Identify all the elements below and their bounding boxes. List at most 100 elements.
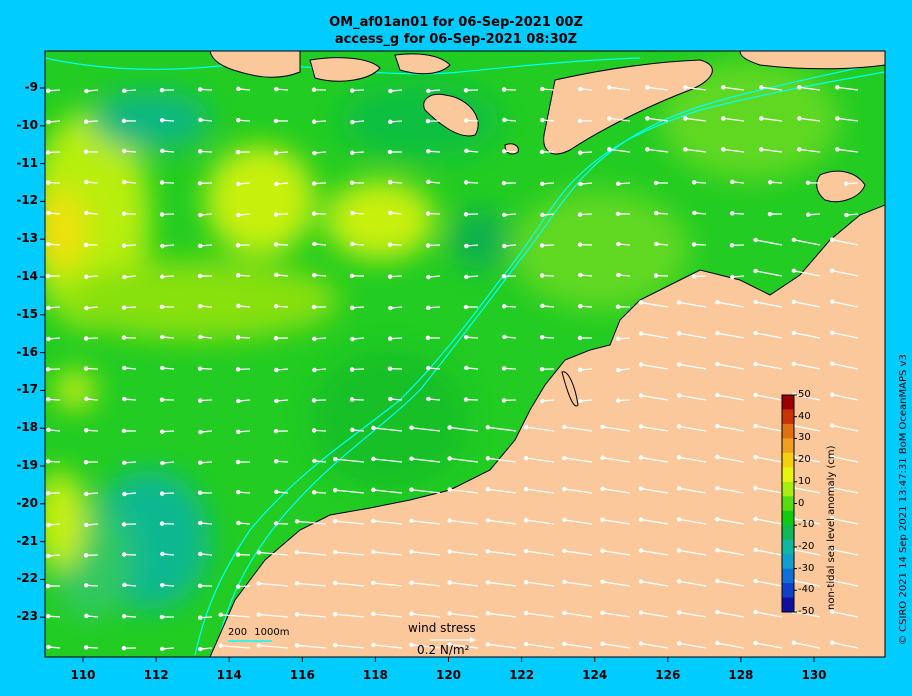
wind-arrow-head (447, 425, 452, 430)
wind-arrow-head (540, 86, 545, 92)
colorbar-tick-label: -20 (798, 540, 815, 552)
wind-arrow-head (523, 610, 529, 616)
wind-arrow (678, 456, 707, 463)
wind-arrow-head (198, 646, 203, 652)
wind-arrow-head (638, 610, 644, 615)
colorbar-segment (782, 554, 794, 570)
wind-arrow-head (540, 212, 545, 218)
wind-arrow-head (121, 428, 127, 434)
wind-arrow-head (729, 243, 735, 248)
depth-legend-200: 200 (228, 627, 248, 638)
colorbar-segment (782, 539, 794, 555)
colorbar-segment (782, 438, 794, 454)
wind-arrow-head (829, 485, 835, 490)
axis-tick-marks (40, 87, 815, 662)
wind-arrow (640, 332, 669, 339)
wind-arrow-head (683, 116, 688, 121)
wind-arrow (602, 488, 631, 494)
latitude-label: -17 (16, 382, 38, 397)
wind-arrow-head (767, 211, 773, 217)
longitude-label: 130 (801, 668, 827, 682)
wind-arrow-head (805, 212, 811, 218)
wind-arrow-head (46, 644, 51, 650)
wind-arrow-head (578, 272, 583, 278)
wind-arrow-head (721, 147, 726, 152)
wind-arrow (602, 457, 631, 463)
wind-arrow-head (676, 610, 682, 615)
wind-arrow (678, 549, 707, 556)
latitude-label: -20 (16, 495, 38, 510)
wind-arrow-head (198, 212, 203, 218)
wind-arrow (564, 550, 593, 556)
land-masses (209, 51, 885, 657)
colorbar-segment (782, 496, 794, 512)
wind-arrow (755, 611, 783, 618)
latitude-label: -22 (16, 571, 38, 586)
wind-arrow (685, 86, 707, 91)
wind-arrow (647, 86, 669, 91)
wind-arrow-head (235, 117, 241, 123)
wind-arrow-head (645, 116, 650, 121)
wind-arrow (526, 426, 555, 432)
wind-arrow-head (835, 116, 840, 121)
wind-arrow-head (159, 429, 165, 434)
wind-arrow-head (121, 88, 127, 94)
wind-arrow (793, 642, 821, 649)
wind-arrow-head (425, 243, 431, 248)
wind-arrow-head (676, 455, 682, 460)
wind-arrow (717, 394, 745, 401)
wind-arrow (564, 426, 593, 432)
wind-arrow (832, 579, 859, 587)
wind-arrow-head (654, 210, 659, 216)
wind-arrow-head (829, 330, 835, 335)
longitude-label: 122 (509, 668, 535, 682)
wind-arrow-head (715, 547, 720, 553)
wind-arrow-head (829, 423, 835, 428)
wind-arrow (602, 612, 631, 618)
wind-arrow-head (577, 212, 583, 217)
wind-arrow-head (45, 273, 51, 279)
wind-arrow (411, 520, 441, 525)
wind-arrow (793, 487, 821, 494)
wind-arrow-head (447, 518, 452, 523)
wind-arrow-head (539, 366, 545, 372)
latitude-label: -23 (16, 609, 38, 624)
wind-arrow-head (83, 242, 89, 248)
wind-arrow (717, 487, 745, 494)
wind-arrow-head (638, 641, 644, 646)
wind-arrow-head (349, 273, 355, 279)
wind-arrow-head (84, 396, 89, 402)
wind-arrow (717, 611, 745, 618)
wind-arrow-head (236, 398, 241, 404)
wind-arrow (487, 488, 517, 494)
wind-arrow-head (600, 610, 605, 615)
wind-arrow-head (562, 455, 567, 461)
island-north-east (739, 51, 885, 70)
wind-arrow-head (715, 640, 720, 646)
wind-arrow-head (46, 210, 51, 216)
wind-arrow (449, 488, 479, 494)
latitude-label: -13 (16, 231, 38, 246)
wind-arrow-head (312, 150, 317, 156)
wind-arrow (564, 643, 593, 649)
depth-legend-1000: 1000m (254, 627, 290, 638)
wind-arrow-head (236, 303, 241, 309)
wind-arrow-head (45, 613, 51, 619)
wind-arrow (793, 301, 821, 308)
wind-arrow (258, 613, 289, 618)
wind-arrow-head (45, 180, 51, 185)
wind-arrow (487, 519, 517, 525)
wind-arrow-head (501, 304, 507, 309)
wind-arrow-head (676, 424, 682, 429)
wind-arrow-head (46, 336, 51, 342)
wind-arrow (799, 117, 821, 122)
wind-arrow (564, 612, 593, 618)
wind-arrow (793, 394, 821, 401)
wind-arrow-head (829, 299, 835, 304)
wind-arrow-head (676, 362, 682, 367)
wind-arrow-head (753, 516, 758, 522)
wind-arrow-head (753, 392, 758, 398)
wind-arrow (487, 612, 517, 618)
wind-arrow (411, 582, 441, 587)
wind-arrow-head (236, 212, 241, 218)
